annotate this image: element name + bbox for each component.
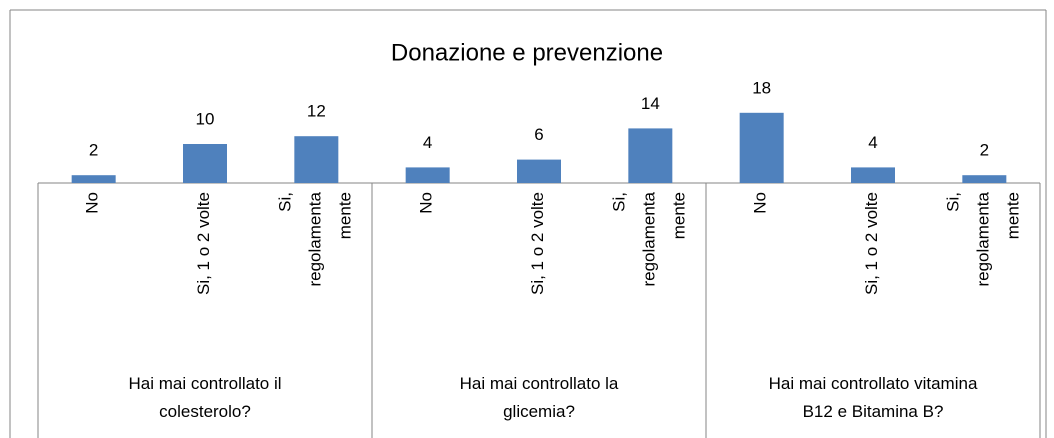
bar bbox=[183, 144, 227, 183]
bar bbox=[517, 159, 561, 183]
data-label: 2 bbox=[89, 141, 98, 160]
data-label: 2 bbox=[980, 141, 989, 160]
group-label: Hai mai controllato vitamina B12 e Bitami… bbox=[769, 374, 978, 421]
bar bbox=[962, 175, 1007, 183]
data-label: 4 bbox=[868, 133, 877, 152]
x-tick-label: Si, 1 o 2 volte bbox=[862, 192, 881, 295]
bar bbox=[851, 167, 895, 183]
group-label: Hai mai controllato il colesterolo? bbox=[128, 374, 281, 421]
x-tick-label: Si, regolamenta mente bbox=[944, 191, 1023, 286]
x-tick-label: No bbox=[751, 192, 770, 214]
x-tick-label: No bbox=[417, 192, 436, 214]
data-label: 14 bbox=[641, 94, 660, 113]
data-label: 18 bbox=[752, 78, 771, 97]
x-tick-label: Si, regolamenta mente bbox=[276, 191, 355, 286]
data-label: 10 bbox=[196, 109, 215, 128]
data-label: 12 bbox=[307, 102, 326, 121]
x-tick-label: Si, regolamenta mente bbox=[610, 191, 689, 286]
x-tick-label: Si, 1 o 2 volte bbox=[194, 192, 213, 295]
bar bbox=[294, 136, 339, 183]
group-label: Hai mai controllato la glicemia? bbox=[460, 374, 619, 421]
chart-title: Donazione e prevenzione bbox=[391, 39, 663, 66]
bar bbox=[739, 112, 784, 183]
x-tick-label: No bbox=[83, 192, 102, 214]
data-label: 6 bbox=[534, 125, 543, 144]
bar bbox=[71, 175, 116, 183]
x-tick-label: Si, 1 o 2 volte bbox=[528, 192, 547, 295]
bar bbox=[628, 128, 673, 183]
bar bbox=[405, 167, 450, 183]
data-label: 4 bbox=[423, 133, 432, 152]
